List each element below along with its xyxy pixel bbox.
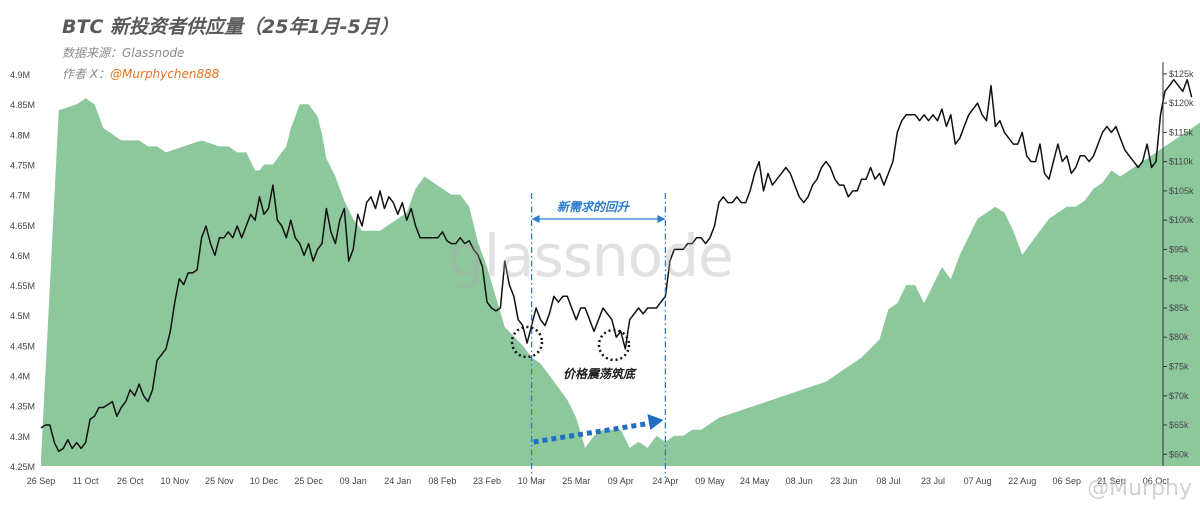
x-tick-label: 26 Oct bbox=[117, 476, 144, 486]
x-tick-label: 08 Jul bbox=[876, 476, 900, 486]
x-tick-label: 25 Nov bbox=[205, 476, 234, 486]
right-tick-label: $70k bbox=[1169, 391, 1189, 401]
chart-title: BTC 新投资者供应量（25年1月-5月） bbox=[62, 16, 399, 38]
left-tick-label: 4.3M bbox=[10, 432, 30, 442]
x-tick-label: 09 Jan bbox=[340, 476, 367, 486]
x-tick-label: 11 Oct bbox=[73, 476, 99, 486]
left-tick-label: 4.8M bbox=[10, 130, 30, 140]
right-tick-label: $100k bbox=[1169, 215, 1194, 225]
right-tick-label: $125k bbox=[1169, 69, 1194, 79]
left-tick-label: 4.4M bbox=[10, 372, 30, 382]
right-tick-label: $90k bbox=[1169, 274, 1189, 284]
x-tick-label: 10 Dec bbox=[250, 476, 279, 486]
left-tick-label: 4.7M bbox=[10, 191, 30, 201]
right-tick-label: $80k bbox=[1169, 332, 1189, 342]
x-tick-label: 09 May bbox=[695, 476, 725, 486]
left-tick-label: 4.5M bbox=[10, 311, 30, 321]
data-source: 数据来源：Glassnode bbox=[62, 46, 185, 60]
x-tick-label: 23 Feb bbox=[473, 476, 501, 486]
left-tick-label: 4.25M bbox=[10, 462, 35, 472]
x-tick-label: 25 Mar bbox=[562, 476, 590, 486]
author-line: 作者 X：@Murphychen888 bbox=[62, 65, 219, 82]
x-tick-label: 22 Aug bbox=[1008, 476, 1036, 486]
axis-layer: 4.25M 4.3M 4.35M 4.4M 4.45M 4.5M 4.55M 4.6M 4.65… bbox=[10, 62, 1194, 486]
x-tick-label: 10 Mar bbox=[518, 476, 546, 486]
window-span-arrow-left bbox=[531, 215, 540, 223]
left-tick-label: 4.35M bbox=[10, 402, 35, 412]
left-tick-label: 4.45M bbox=[10, 341, 35, 351]
price-line-layer bbox=[40, 78, 1193, 453]
annotation-price-bottom: 价格震荡筑底 bbox=[563, 367, 636, 381]
x-tick-label: 26 Sep bbox=[27, 476, 56, 486]
annotation-layer bbox=[510, 193, 667, 478]
x-tick-label: 25 Dec bbox=[294, 476, 323, 486]
annotation-demand-recovery: 新需求的回升 bbox=[557, 200, 630, 214]
x-tick-label: 21 Sep bbox=[1097, 476, 1126, 486]
x-tick-label: 09 Apr bbox=[608, 476, 634, 486]
x-tick-label: 24 Jan bbox=[384, 476, 411, 486]
x-tick-label: 10 Nov bbox=[161, 476, 190, 486]
left-tick-label: 4.55M bbox=[10, 281, 35, 291]
price-low-circle bbox=[510, 325, 544, 359]
x-tick-label: 06 Sep bbox=[1053, 476, 1082, 486]
right-tick-label: $75k bbox=[1169, 362, 1189, 372]
x-tick-label: 24 May bbox=[740, 476, 770, 486]
x-tick-label: 06 Oct bbox=[1143, 476, 1170, 486]
x-tick-label: 08 Jun bbox=[786, 476, 813, 486]
right-tick-label: $115k bbox=[1169, 127, 1193, 137]
new-investor-supply-area bbox=[41, 98, 1200, 466]
window-span-arrow-right bbox=[657, 215, 666, 223]
author-watermark: @Murphy bbox=[1087, 476, 1192, 501]
right-tick-label: $95k bbox=[1169, 244, 1189, 254]
left-tick-label: 4.75M bbox=[10, 161, 35, 171]
demand-trend-arrowhead bbox=[647, 414, 664, 430]
author-prefix: 作者 X： bbox=[62, 67, 111, 81]
left-tick-label: 4.85M bbox=[10, 100, 35, 110]
x-tick-label: 08 Feb bbox=[428, 476, 456, 486]
glassnode-watermark: glassnode bbox=[448, 222, 734, 290]
btc-price-line bbox=[40, 78, 1193, 453]
right-tick-label: $60k bbox=[1169, 449, 1189, 459]
left-tick-label: 4.6M bbox=[10, 251, 30, 261]
author-handle: @Murphychen888 bbox=[110, 67, 220, 81]
demand-trend-arrow bbox=[533, 420, 652, 445]
x-tick-label: 24 Apr bbox=[652, 476, 678, 486]
right-tick-label: $110k bbox=[1169, 157, 1193, 167]
left-tick-label: 4.9M bbox=[10, 70, 30, 80]
price-low-circle bbox=[597, 328, 631, 362]
right-tick-label: $85k bbox=[1169, 303, 1189, 313]
x-tick-label: 07 Aug bbox=[964, 476, 992, 486]
left-tick-label: 4.65M bbox=[10, 221, 35, 231]
right-tick-label: $120k bbox=[1169, 98, 1194, 108]
x-tick-label: 23 Jul bbox=[921, 476, 945, 486]
supply-area-layer bbox=[41, 98, 1200, 466]
right-tick-label: $105k bbox=[1169, 186, 1194, 196]
right-tick-label: $65k bbox=[1169, 420, 1189, 430]
x-tick-label: 23 Jun bbox=[830, 476, 857, 486]
